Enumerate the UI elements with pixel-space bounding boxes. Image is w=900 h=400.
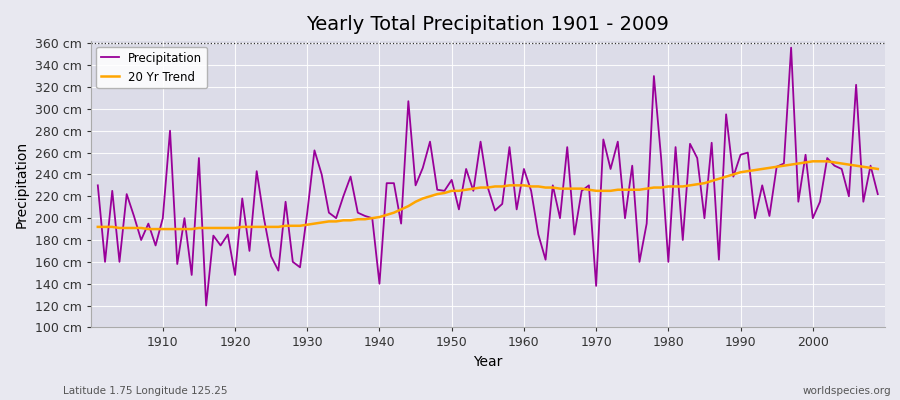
Precipitation xyxy=(150,243,161,248)
Precipitation xyxy=(93,183,104,188)
Precipitation xyxy=(786,45,796,50)
Precipitation xyxy=(201,303,212,308)
20 Yr Trend xyxy=(158,227,168,232)
X-axis label: Year: Year xyxy=(473,355,502,369)
20 Yr Trend xyxy=(143,227,154,232)
20 Yr Trend xyxy=(612,187,623,192)
Precipitation xyxy=(360,214,371,218)
Title: Yearly Total Precipitation 1901 - 2009: Yearly Total Precipitation 1901 - 2009 xyxy=(306,15,670,34)
Text: Latitude 1.75 Longitude 125.25: Latitude 1.75 Longitude 125.25 xyxy=(63,386,228,396)
20 Yr Trend xyxy=(316,220,327,225)
Precipitation xyxy=(518,166,529,171)
20 Yr Trend xyxy=(360,217,371,222)
20 Yr Trend xyxy=(807,159,818,164)
Precipitation xyxy=(316,172,327,177)
Line: 20 Yr Trend: 20 Yr Trend xyxy=(98,161,878,229)
Line: Precipitation: Precipitation xyxy=(98,48,878,306)
Text: worldspecies.org: worldspecies.org xyxy=(803,386,891,396)
20 Yr Trend xyxy=(93,224,104,229)
20 Yr Trend xyxy=(518,183,529,188)
20 Yr Trend xyxy=(872,166,883,171)
Precipitation xyxy=(872,192,883,196)
20 Yr Trend xyxy=(526,184,536,189)
Legend: Precipitation, 20 Yr Trend: Precipitation, 20 Yr Trend xyxy=(96,47,207,88)
Y-axis label: Precipitation: Precipitation xyxy=(15,141,29,228)
Precipitation xyxy=(526,188,536,193)
Precipitation xyxy=(612,139,623,144)
